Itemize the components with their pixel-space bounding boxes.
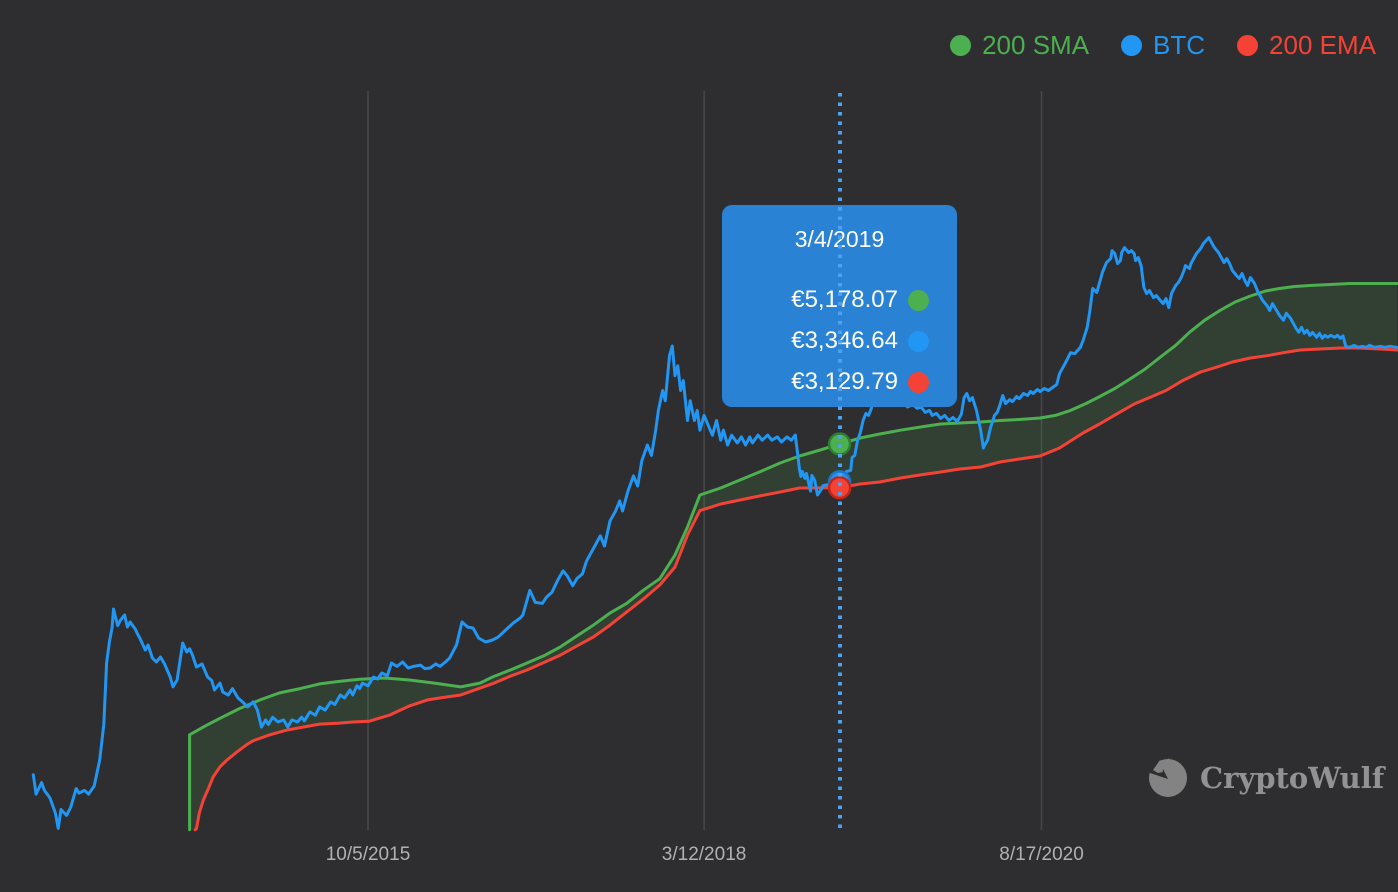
tooltip-ema-value: €3,129.79 xyxy=(791,368,898,395)
btc-dot-icon xyxy=(908,330,929,352)
btc-line xyxy=(31,236,1398,830)
tooltip-row-ema: €3,129.79 xyxy=(722,365,957,399)
tooltip-rows: €5,178.07 €3,346.64 €3,129.79 xyxy=(722,252,957,399)
ema-line xyxy=(193,346,1398,832)
legend: 200 SMA BTC 200 EMA xyxy=(950,30,1376,61)
sma-legend-dot-icon xyxy=(950,35,972,56)
tooltip-row-btc: €3,346.64 xyxy=(722,324,957,358)
watermark: CryptoWulf xyxy=(1146,756,1384,800)
sma-ema-band xyxy=(189,283,1398,830)
legend-label-btc: BTC xyxy=(1153,30,1206,60)
sma-line xyxy=(188,282,1398,832)
cryptowulf-logo-icon xyxy=(1146,756,1187,797)
ema-dot-icon xyxy=(908,371,929,393)
tooltip-sma-value: €5,178.07 xyxy=(791,286,898,313)
ema-legend-dot-icon xyxy=(1237,35,1259,56)
legend-label-ema: 200 EMA xyxy=(1269,30,1376,60)
btc-legend-dot-icon xyxy=(1121,35,1143,56)
watermark-text: CryptoWulf xyxy=(1200,761,1385,795)
sma-dot-icon xyxy=(908,289,929,311)
legend-item-btc[interactable]: BTC xyxy=(1121,30,1205,61)
legend-item-sma[interactable]: 200 SMA xyxy=(950,30,1089,61)
legend-item-ema[interactable]: 200 EMA xyxy=(1237,30,1376,61)
tooltip-row-sma: €5,178.07 xyxy=(722,283,957,317)
legend-label-sma: 200 SMA xyxy=(982,30,1090,60)
tooltip-btc-value: €3,346.64 xyxy=(791,327,898,354)
cursor-line xyxy=(838,93,842,830)
